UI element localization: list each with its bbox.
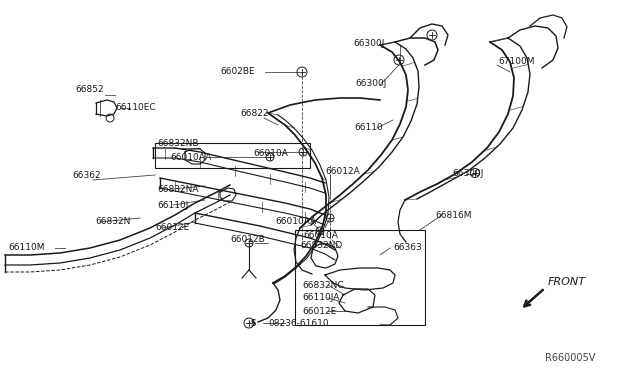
Text: 66300J: 66300J <box>452 170 483 179</box>
Text: FRONT: FRONT <box>548 277 586 287</box>
Text: 66110JA: 66110JA <box>302 294 339 302</box>
Text: 66822: 66822 <box>240 109 269 118</box>
Text: 66012B: 66012B <box>230 235 265 244</box>
Text: 6602BE: 6602BE <box>220 67 255 77</box>
Text: 66010AA: 66010AA <box>275 218 316 227</box>
Text: R660005V: R660005V <box>545 353 595 363</box>
Bar <box>155 143 310 168</box>
Text: 66110J: 66110J <box>157 201 188 209</box>
Text: 66832N: 66832N <box>95 218 131 227</box>
Text: 66300J: 66300J <box>353 38 385 48</box>
Text: 66110: 66110 <box>354 124 383 132</box>
Text: 66852: 66852 <box>75 86 104 94</box>
Text: 66010A: 66010A <box>303 231 338 240</box>
Text: 66832ND: 66832ND <box>300 241 342 250</box>
Text: 66010AA: 66010AA <box>170 154 211 163</box>
Text: S: S <box>250 318 256 327</box>
Text: 66832NB: 66832NB <box>157 138 198 148</box>
Text: 66832NC: 66832NC <box>302 280 344 289</box>
Text: 66110EC: 66110EC <box>115 103 156 112</box>
Text: 67100M: 67100M <box>498 58 534 67</box>
Text: 66362: 66362 <box>72 171 100 180</box>
Text: 66010A: 66010A <box>253 148 288 157</box>
Text: 66012E: 66012E <box>302 307 336 315</box>
Text: 66363: 66363 <box>393 244 422 253</box>
Text: 66300J: 66300J <box>355 78 387 87</box>
Text: 66816M: 66816M <box>435 211 472 219</box>
Text: 66012E: 66012E <box>155 224 189 232</box>
Bar <box>295 230 425 325</box>
Text: 66832NA: 66832NA <box>157 186 198 195</box>
Text: 66012A: 66012A <box>325 167 360 176</box>
Text: 66110M: 66110M <box>8 244 45 253</box>
Text: 08236-61610: 08236-61610 <box>268 318 328 327</box>
